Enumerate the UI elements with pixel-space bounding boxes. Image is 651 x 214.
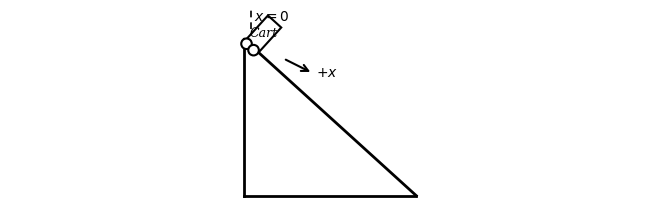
Text: $+x$: $+x$ bbox=[316, 66, 338, 80]
Text: $x = 0$: $x = 0$ bbox=[254, 10, 289, 24]
Text: Cart: Cart bbox=[249, 27, 277, 40]
Polygon shape bbox=[245, 15, 281, 52]
Circle shape bbox=[242, 39, 252, 49]
Circle shape bbox=[248, 45, 259, 55]
Polygon shape bbox=[244, 39, 417, 196]
